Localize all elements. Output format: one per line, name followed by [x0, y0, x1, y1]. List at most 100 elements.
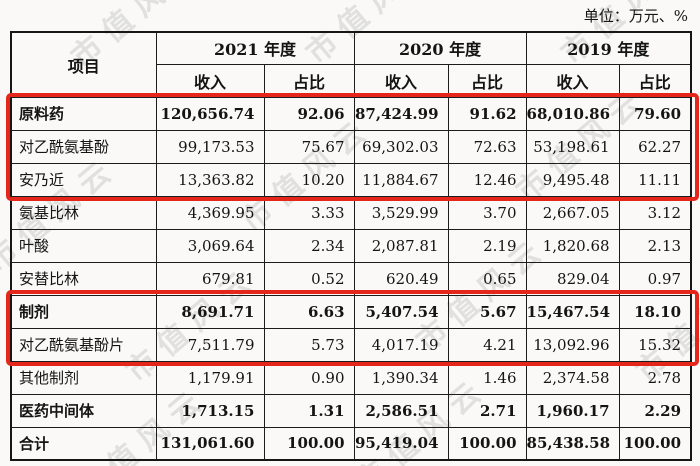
cell-income: 1,820.68: [525, 228, 620, 263]
subheader-income-2021: 收入: [155, 63, 265, 98]
table-row: 原料药 120,656.74 92.06 87,424.99 91.62 68,…: [10, 96, 692, 131]
cell-share: 100.00: [447, 426, 527, 461]
cell-income: 2,586.51: [353, 393, 449, 428]
cell-share: 3.33: [263, 195, 355, 230]
cell-income: 4,369.95: [155, 195, 265, 230]
table-row: 安乃近 13,363.82 10.20 11,884.67 12.46 9,49…: [10, 162, 692, 197]
row-label: 合计: [10, 426, 157, 461]
row-label: 氨基比林: [10, 195, 157, 230]
revenue-breakdown-table: 项目 2021 年度 2020 年度 2019 年度 收入 占比 收入 占比 收…: [10, 31, 693, 461]
row-label: 原料药: [10, 96, 157, 131]
subheader-share-2021: 占比: [263, 63, 355, 98]
table-row: 叶酸 3,069.64 2.34 2,087.81 2.19 1,820.68 …: [10, 228, 692, 263]
cell-income: 5,407.54: [353, 294, 449, 329]
column-header-year-2019: 2019 年度: [525, 31, 692, 65]
cell-share: 10.20: [263, 162, 355, 197]
table-row-total: 合计 131,061.60 100.00 95,419.04 100.00 85…: [10, 426, 692, 461]
row-label: 其他制剂: [10, 360, 157, 395]
row-label: 安乃近: [10, 162, 157, 197]
cell-income: 53,198.61: [525, 129, 620, 164]
cell-income: 13,092.96: [525, 327, 620, 362]
cell-income: 3,069.64: [155, 228, 265, 263]
cell-income: 99,173.53: [155, 129, 265, 164]
table-row: 其他制剂 1,179.91 0.90 1,390.34 1.46 2,374.5…: [10, 360, 692, 395]
cell-income: 120,656.74: [155, 96, 265, 131]
cell-share: 11.11: [618, 162, 692, 197]
cell-share: 2.34: [263, 228, 355, 263]
cell-share: 15.32: [618, 327, 692, 362]
cell-share: 2.71: [447, 393, 527, 428]
cell-share: 3.70: [447, 195, 527, 230]
cell-income: 4,017.19: [353, 327, 449, 362]
cell-income: 2,667.05: [525, 195, 620, 230]
cell-share: 100.00: [618, 426, 692, 461]
cell-share: 75.67: [263, 129, 355, 164]
row-label: 制剂: [10, 294, 157, 329]
cell-share: 0.52: [263, 261, 355, 296]
row-label: 安替比林: [10, 261, 157, 296]
cell-share: 1.46: [447, 360, 527, 395]
cell-share: 6.63: [263, 294, 355, 329]
cell-income: 1,179.91: [155, 360, 265, 395]
cell-share: 92.06: [263, 96, 355, 131]
unit-label: 单位：万元、%: [583, 7, 688, 25]
row-label: 对乙酰氨基酚片: [10, 327, 157, 362]
cell-share: 62.27: [618, 129, 692, 164]
cell-income: 15,467.54: [525, 294, 620, 329]
cell-share: 72.63: [447, 129, 527, 164]
cell-income: 11,884.67: [353, 162, 449, 197]
cell-share: 91.62: [447, 96, 527, 131]
cell-share: 4.21: [447, 327, 527, 362]
subheader-share-2020: 占比: [447, 63, 527, 98]
cell-share: 0.97: [618, 261, 692, 296]
cell-share: 2.19: [447, 228, 527, 263]
row-label: 医药中间体: [10, 393, 157, 428]
cell-income: 2,374.58: [525, 360, 620, 395]
cell-share: 5.67: [447, 294, 527, 329]
cell-income: 1,713.15: [155, 393, 265, 428]
table-row: 对乙酰氨基酚 99,173.53 75.67 69,302.03 72.63 5…: [10, 129, 692, 164]
cell-share: 100.00: [263, 426, 355, 461]
cell-income: 85,438.58: [525, 426, 620, 461]
table-row: 氨基比林 4,369.95 3.33 3,529.99 3.70 2,667.0…: [10, 195, 692, 230]
table-row: 对乙酰氨基酚片 7,511.79 5.73 4,017.19 4.21 13,0…: [10, 327, 692, 362]
cell-income: 13,363.82: [155, 162, 265, 197]
subheader-share-2019: 占比: [618, 63, 692, 98]
cell-income: 7,511.79: [155, 327, 265, 362]
cell-share: 1.31: [263, 393, 355, 428]
cell-share: 18.10: [618, 294, 692, 329]
cell-income: 8,691.71: [155, 294, 265, 329]
cell-share: 79.60: [618, 96, 692, 131]
cell-share: 3.12: [618, 195, 692, 230]
column-header-year-2021: 2021 年度: [155, 31, 355, 65]
table-row: 制剂 8,691.71 6.63 5,407.54 5.67 15,467.54…: [10, 294, 692, 329]
cell-share: 2.13: [618, 228, 692, 263]
column-header-item: 项目: [10, 31, 157, 98]
column-header-year-2020: 2020 年度: [353, 31, 527, 65]
cell-share: 0.65: [447, 261, 527, 296]
cell-income: 679.81: [155, 261, 265, 296]
table-row: 医药中间体 1,713.15 1.31 2,586.51 2.71 1,960.…: [10, 393, 692, 428]
cell-income: 9,495.48: [525, 162, 620, 197]
cell-income: 1,960.17: [525, 393, 620, 428]
cell-income: 95,419.04: [353, 426, 449, 461]
cell-income: 3,529.99: [353, 195, 449, 230]
row-label: 叶酸: [10, 228, 157, 263]
revenue-table-wrap: 项目 2021 年度 2020 年度 2019 年度 收入 占比 收入 占比 收…: [6, 31, 699, 461]
cell-income: 1,390.34: [353, 360, 449, 395]
table-row: 安替比林 679.81 0.52 620.49 0.65 829.04 0.97: [10, 261, 692, 296]
cell-income: 68,010.86: [525, 96, 620, 131]
subheader-income-2020: 收入: [353, 63, 449, 98]
cell-share: 2.78: [618, 360, 692, 395]
cell-income: 620.49: [353, 261, 449, 296]
subheader-income-2019: 收入: [525, 63, 620, 98]
cell-share: 12.46: [447, 162, 527, 197]
cell-share: 2.29: [618, 393, 692, 428]
cell-income: 131,061.60: [155, 426, 265, 461]
row-label: 对乙酰氨基酚: [10, 129, 157, 164]
cell-share: 0.90: [263, 360, 355, 395]
cell-income: 2,087.81: [353, 228, 449, 263]
cell-income: 829.04: [525, 261, 620, 296]
cell-income: 87,424.99: [353, 96, 449, 131]
